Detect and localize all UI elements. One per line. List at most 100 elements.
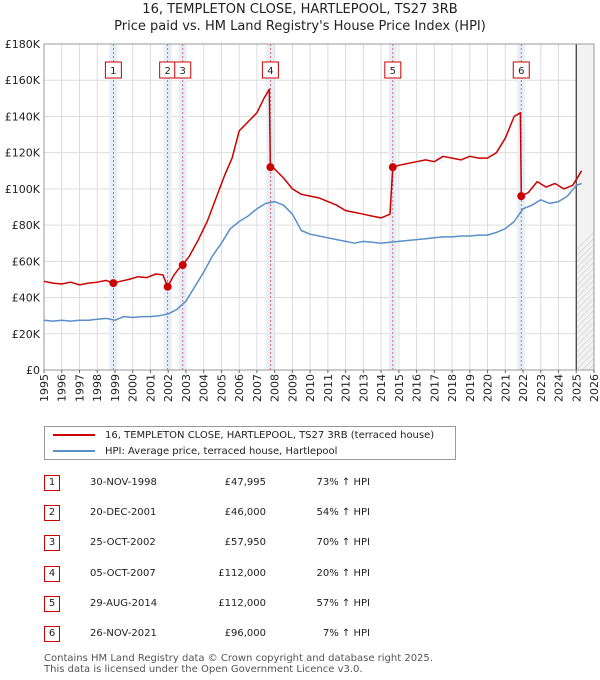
sale-label-box [261, 61, 279, 79]
x-tick-label: 1996 [56, 374, 69, 402]
legend-swatch-hpi [53, 450, 95, 452]
y-tick-label: £180K [5, 38, 41, 51]
chart-legend: 16, TEMPLETON CLOSE, HARTLEPOOL, TS27 3R… [44, 426, 456, 460]
x-tick-label: 2007 [251, 374, 264, 402]
sale-shade [388, 44, 397, 370]
sale-number-badge: 3 [44, 535, 60, 551]
y-tick-label: £0 [26, 364, 40, 377]
sale-price: £47,995 [224, 477, 266, 488]
price-paid-line [43, 88, 583, 288]
plot-frame [43, 43, 595, 371]
x-tick-label: 2024 [553, 374, 566, 402]
x-tick-label: 2006 [233, 374, 246, 402]
x-tick-label: 2021 [499, 374, 512, 402]
forecast-hatch [576, 309, 594, 329]
sale-price: £112,000 [218, 568, 266, 579]
forecast-hatch [576, 303, 594, 323]
x-tick-label: 2016 [411, 374, 424, 402]
forecast-hatch [594, 44, 600, 370]
y-tick-label: £160K [5, 74, 41, 87]
sale-date: 25-OCT-2002 [90, 537, 156, 548]
sale-price: £46,000 [224, 507, 266, 518]
x-tick-label: 2009 [286, 374, 299, 402]
legend-swatch-price [53, 434, 95, 436]
legend-label-price: 16, TEMPLETON CLOSE, HARTLEPOOL, TS27 3R… [105, 430, 435, 441]
x-tick-label: 2003 [180, 374, 193, 402]
sale-date: 30-NOV-1998 [90, 477, 157, 488]
sale-point [163, 282, 172, 291]
x-tick-label: 2025 [570, 374, 583, 402]
sale-number-badge: 1 [44, 475, 60, 491]
sale-point [109, 279, 118, 288]
sale-hpi-diff: 70% ↑ HPI [316, 537, 370, 548]
sale-label-box [104, 61, 122, 79]
x-tick-label: 2017 [428, 374, 441, 402]
sale-price: £57,950 [224, 537, 266, 548]
x-tick-label: 2002 [162, 374, 175, 402]
sale-label-box [174, 61, 192, 79]
sale-label-box [384, 61, 402, 79]
sale-label-text: 2 [164, 66, 170, 77]
sale-hpi-diff: 7% ↑ HPI [322, 628, 370, 639]
forecast-region [576, 44, 594, 370]
sale-shade [163, 44, 172, 370]
chart-subtitle: Price paid vs. HM Land Registry's House … [114, 19, 486, 34]
x-tick-label: 2014 [375, 374, 388, 402]
footer-licence: This data is licensed under the Open Gov… [44, 664, 363, 675]
x-tick-label: 2019 [464, 374, 477, 402]
sale-point [266, 163, 275, 172]
x-tick-label: 1995 [38, 374, 51, 402]
x-tick-label: 2008 [269, 374, 282, 402]
plot-area [44, 44, 594, 370]
footer-copyright: Contains HM Land Registry data © Crown c… [44, 653, 433, 664]
legend-label-hpi: HPI: Average price, terraced house, Hart… [105, 446, 338, 457]
sale-number-badge: 4 [44, 566, 60, 582]
sale-point [388, 163, 397, 172]
sale-number-badge: 2 [44, 505, 60, 521]
sale-number-badge: 6 [44, 626, 60, 642]
sale-point [178, 261, 187, 270]
sale-shade [178, 44, 187, 370]
chart-title: 16, TEMPLETON CLOSE, HARTLEPOOL, TS27 3R… [142, 2, 458, 17]
x-tick-label: 2015 [393, 374, 406, 402]
x-tick-label: 2001 [144, 374, 157, 402]
sale-hpi-diff: 57% ↑ HPI [316, 598, 370, 609]
y-tick-label: £20K [12, 328, 41, 341]
x-tick-label: 2013 [357, 374, 370, 402]
x-tick-label: 2022 [517, 374, 530, 402]
sale-date: 20-DEC-2001 [90, 507, 157, 518]
sale-point [517, 192, 526, 201]
legend-item-hpi: HPI: Average price, terraced house, Hart… [53, 444, 337, 460]
y-tick-label: £100K [5, 183, 41, 196]
sale-shade [109, 44, 118, 370]
sale-price: £112,000 [218, 598, 266, 609]
x-tick-label: 2012 [340, 374, 353, 402]
sale-label-text: 3 [180, 66, 186, 77]
hpi-line [43, 182, 582, 322]
y-tick-label: £60K [12, 255, 41, 268]
x-tick-label: 2010 [304, 374, 317, 402]
legend-item-price: 16, TEMPLETON CLOSE, HARTLEPOOL, TS27 3R… [53, 428, 434, 444]
x-tick-label: 2011 [322, 374, 335, 402]
sale-label-text: 1 [110, 66, 116, 77]
sale-shade [266, 44, 275, 370]
sale-label-text: 4 [267, 66, 273, 77]
x-tick-label: 2020 [482, 374, 495, 402]
x-tick-label: 2005 [215, 374, 228, 402]
y-tick-label: £140K [5, 110, 41, 123]
sale-shade [517, 44, 526, 370]
sale-label-text: 6 [518, 66, 524, 77]
sale-label-box [512, 61, 530, 79]
x-tick-label: 2000 [127, 374, 140, 402]
y-tick-label: £80K [12, 219, 41, 232]
x-tick-label: 1998 [91, 374, 104, 402]
x-tick-label: 1999 [109, 374, 122, 402]
x-tick-label: 2023 [535, 374, 548, 402]
sale-label-text: 5 [390, 66, 396, 77]
sale-date: 05-OCT-2007 [90, 568, 156, 579]
x-tick-label: 2018 [446, 374, 459, 402]
x-tick-label: 2026 [588, 374, 600, 402]
sale-hpi-diff: 54% ↑ HPI [316, 507, 370, 518]
sale-date: 26-NOV-2021 [90, 628, 157, 639]
sale-hpi-diff: 20% ↑ HPI [316, 568, 370, 579]
